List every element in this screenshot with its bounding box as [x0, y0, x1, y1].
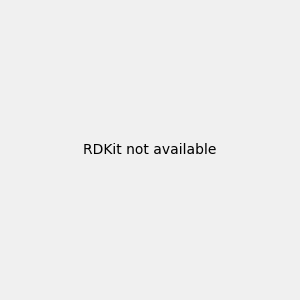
Text: RDKit not available: RDKit not available — [83, 143, 217, 157]
